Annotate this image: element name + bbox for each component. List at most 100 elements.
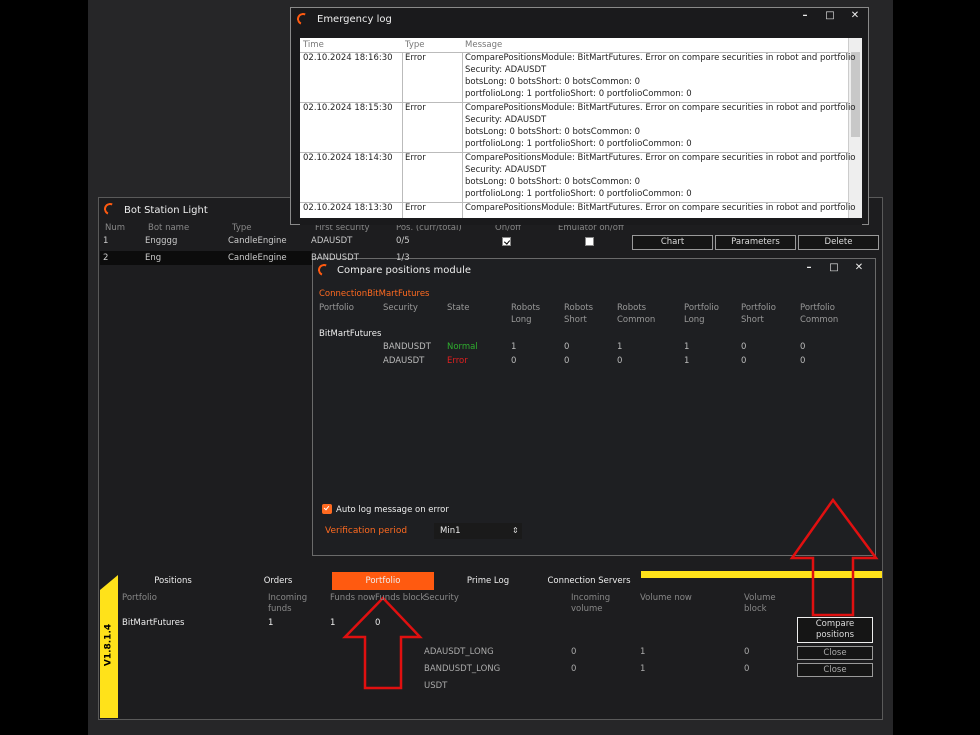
cell: 1 (103, 236, 109, 246)
column-header: Emulator on/off (558, 223, 624, 233)
log-time: 02.10.2024 18:16:30 (303, 53, 393, 63)
column-header: Security (383, 303, 418, 313)
cell: 1 (640, 647, 646, 657)
tab: Orders (263, 576, 293, 586)
log-table (300, 38, 862, 218)
checkbox-checked[interactable] (502, 237, 511, 246)
cell-divider (402, 52, 403, 102)
close-button[interactable]: Close (797, 663, 873, 677)
state: Normal (447, 342, 478, 352)
log-message: botsLong: 0 botsShort: 0 botsCommon: 0 (465, 127, 641, 137)
column-header: Common (800, 315, 839, 325)
column-header: Message (465, 40, 503, 50)
window-title: Bot Station Light (124, 205, 208, 216)
cell: 0 (800, 342, 806, 352)
log-message: Security: ADAUSDT (465, 115, 547, 125)
column-header: Type (405, 40, 425, 50)
column-header: Time (303, 40, 324, 50)
select-arrow: ⇕ (512, 526, 519, 535)
auto-log-checkbox[interactable] (322, 504, 332, 514)
column-header: Portfolio (800, 303, 835, 313)
cell: Eng (145, 253, 162, 263)
column-header: Portfolio (122, 593, 157, 603)
portfolio-name: BitMartFutures (319, 329, 382, 339)
tab: Portfolio (365, 576, 401, 586)
cell-divider (462, 202, 463, 218)
cell: 2 (103, 253, 109, 263)
active-tab-bg (332, 572, 434, 590)
cell: 1 (684, 356, 690, 366)
cell: 0 (741, 356, 747, 366)
cell-divider (402, 202, 403, 218)
checkbox[interactable] (585, 237, 594, 246)
window-control[interactable]: – (806, 262, 812, 273)
column-header: Long (511, 315, 532, 325)
compare-button[interactable]: Compare positions (797, 617, 873, 643)
column-header: State (447, 303, 470, 313)
cell: 0 (744, 647, 750, 657)
window-control[interactable]: ✕ (854, 262, 864, 273)
scroll-thumb[interactable] (851, 52, 860, 137)
cell: 0 (564, 356, 570, 366)
column-header: Funds now (330, 593, 376, 603)
cell: ADAUSDT (311, 236, 353, 246)
window-control[interactable]: – (802, 10, 808, 21)
tab: Connection Servers (547, 576, 631, 586)
column-header: Security (424, 593, 459, 603)
column-header: Portfolio (684, 303, 719, 313)
cell: BANDUSDT (311, 253, 359, 263)
cell: 0 (744, 664, 750, 674)
log-message: ComparePositionsModule: BitMartFutures. … (465, 53, 856, 63)
log-message: botsLong: 0 botsShort: 0 botsCommon: 0 (465, 77, 641, 87)
cell-divider (462, 152, 463, 202)
compare-window (312, 258, 876, 556)
cell-divider (402, 102, 403, 152)
security: BANDUSDT (383, 342, 431, 352)
cell: 0 (571, 664, 577, 674)
period-select[interactable] (434, 523, 522, 539)
connection-name: ConnectionBitMartFutures (319, 289, 430, 299)
window-control[interactable]: □ (825, 10, 835, 21)
window-title: Emergency log (317, 14, 392, 25)
log-row (300, 152, 848, 202)
log-type: Error (405, 203, 426, 213)
column-header: Type (232, 223, 252, 233)
log-type: Error (405, 103, 426, 113)
log-message: portfolioLong: 1 portfolioShort: 0 portf… (465, 189, 692, 199)
window-title: Compare positions module (337, 265, 472, 276)
version-band (100, 575, 118, 718)
log-message: portfolioLong: 1 portfolioShort: 0 portf… (465, 139, 692, 149)
yellow-bar (641, 571, 882, 578)
log-row (300, 202, 848, 218)
log-message: ComparePositionsModule: BitMartFutures. … (465, 103, 856, 113)
cell-divider (462, 52, 463, 102)
column-header: Funds block (375, 593, 426, 603)
close-button[interactable]: Close (797, 646, 873, 660)
check (323, 504, 330, 511)
log-time: 02.10.2024 18:14:30 (303, 153, 393, 163)
log-type: Error (405, 53, 426, 63)
scrollbar[interactable] (848, 38, 862, 218)
log-row (300, 102, 848, 152)
cell: ADAUSDT_LONG (424, 647, 494, 657)
row-button[interactable]: Chart (632, 235, 713, 250)
log-type: Error (405, 153, 426, 163)
row-button[interactable]: Parameters (715, 235, 796, 250)
cell: 0 (741, 342, 747, 352)
column-header: Robots (511, 303, 541, 313)
log-message: portfolioLong: 1 portfolioShort: 0 portf… (465, 89, 692, 99)
security: ADAUSDT (383, 356, 425, 366)
log-message: Security: ADAUSDT (465, 65, 547, 75)
row-button[interactable]: Delete (798, 235, 879, 250)
log-message: ComparePositionsModule: BitMartFutures. … (465, 153, 856, 163)
column-header: Portfolio (741, 303, 776, 313)
window-control[interactable]: ✕ (850, 10, 860, 21)
field-label: Verification period (325, 526, 408, 536)
column-header: On/off (495, 223, 521, 233)
column-header: First security (315, 223, 370, 233)
cell-divider (402, 152, 403, 202)
log-time: 02.10.2024 18:15:30 (303, 103, 393, 113)
window-control[interactable]: □ (829, 262, 839, 273)
log-time: 02.10.2024 18:13:30 (303, 203, 393, 213)
